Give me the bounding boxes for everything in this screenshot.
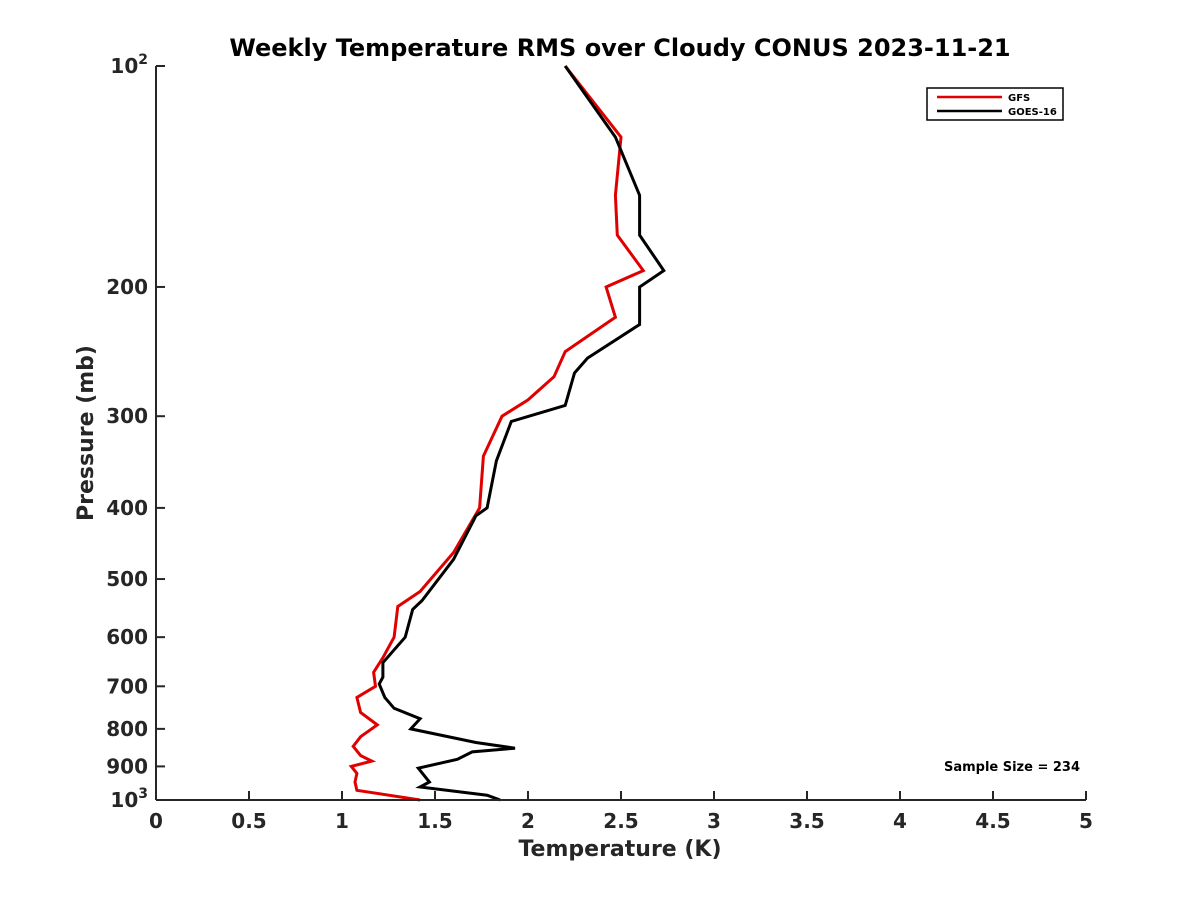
x-tick-label: 3 bbox=[707, 809, 721, 833]
y-tick-label: 900 bbox=[106, 754, 148, 778]
y-tick-label: 500 bbox=[106, 567, 148, 591]
x-tick-label: 4.5 bbox=[975, 809, 1010, 833]
chart-title: Weekly Temperature RMS over Cloudy CONUS… bbox=[229, 34, 1010, 62]
x-tick-label: 4 bbox=[893, 809, 907, 833]
y-tick-label: 400 bbox=[106, 496, 148, 520]
y-tick-label: 800 bbox=[106, 717, 148, 741]
x-tick-label: 3.5 bbox=[789, 809, 824, 833]
x-tick-label: 0 bbox=[149, 809, 163, 833]
x-tick-label: 0.5 bbox=[231, 809, 266, 833]
y-tick-label: 200 bbox=[106, 275, 148, 299]
series-layer bbox=[348, 65, 666, 802]
x-tick-label: 1 bbox=[335, 809, 349, 833]
y-axis-label: Pressure (mb) bbox=[74, 345, 99, 521]
series-line-goes16 bbox=[377, 65, 666, 802]
x-tick-label: 2 bbox=[521, 809, 535, 833]
legend-box bbox=[926, 87, 1064, 121]
x-tick-label: 5 bbox=[1079, 809, 1093, 833]
x-tick-label: 1.5 bbox=[417, 809, 452, 833]
legend-label-gfs: GFS bbox=[1008, 93, 1030, 104]
series-line-gfs bbox=[348, 65, 646, 802]
y-tick-label: 700 bbox=[106, 674, 148, 698]
y-tick-label: 103 bbox=[110, 786, 148, 812]
y-tick-label: 102 bbox=[110, 52, 148, 78]
sample-size-annotation: Sample Size = 234 bbox=[944, 760, 1080, 775]
x-ticks: 0 0.5 1 1.5 2 2.5 3 3.5 4 4.5 5 bbox=[149, 791, 1093, 833]
x-tick-label: 2.5 bbox=[603, 809, 638, 833]
y-tick-label: 600 bbox=[106, 625, 148, 649]
legend: GFS GOES-16 bbox=[926, 87, 1064, 121]
y-ticks: 102 200 300 400 500 600 700 800 900 103 bbox=[106, 52, 165, 812]
legend-label-goes16: GOES-16 bbox=[1008, 107, 1057, 118]
y-tick-label: 300 bbox=[106, 404, 148, 428]
x-axis-label: Temperature (K) bbox=[518, 837, 721, 862]
